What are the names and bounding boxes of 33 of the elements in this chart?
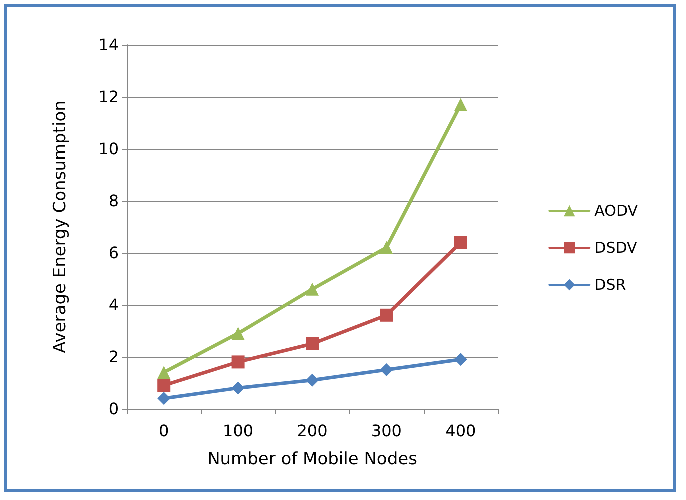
y-tick-label: 8 [108, 192, 119, 210]
point [454, 98, 468, 112]
x-axis-title: Number of Mobile Nodes [208, 450, 418, 470]
x-tick-label: 100 [223, 422, 254, 440]
point [454, 236, 468, 250]
legend-label: DSDV [594, 239, 638, 257]
point [232, 356, 245, 369]
point [380, 308, 394, 322]
y-tick-label: 14 [98, 36, 119, 54]
y-tick-label: 12 [98, 88, 119, 106]
legend-label: AODV [594, 202, 639, 220]
legend-label: DSR [594, 276, 626, 294]
point [306, 374, 319, 387]
point [380, 241, 394, 254]
point [158, 366, 171, 380]
point [232, 327, 245, 340]
point [158, 392, 171, 406]
x-tick-label: 0 [159, 422, 170, 440]
x-tick-label: 200 [297, 422, 328, 440]
y-axis-title: Average Energy Consumption [50, 100, 70, 354]
x-tick-label: 400 [446, 422, 476, 440]
y-tick-label: 2 [108, 348, 119, 366]
y-tick-label: 10 [98, 140, 119, 158]
point [306, 282, 319, 296]
point [158, 379, 171, 392]
y-tick-label: 4 [108, 296, 119, 314]
point [306, 338, 319, 350]
y-tick-label: 0 [108, 400, 119, 418]
y-tick-label: 6 [108, 244, 119, 262]
point [380, 364, 394, 376]
point [232, 382, 245, 395]
x-tick-label: 300 [371, 422, 402, 440]
point [454, 353, 468, 366]
